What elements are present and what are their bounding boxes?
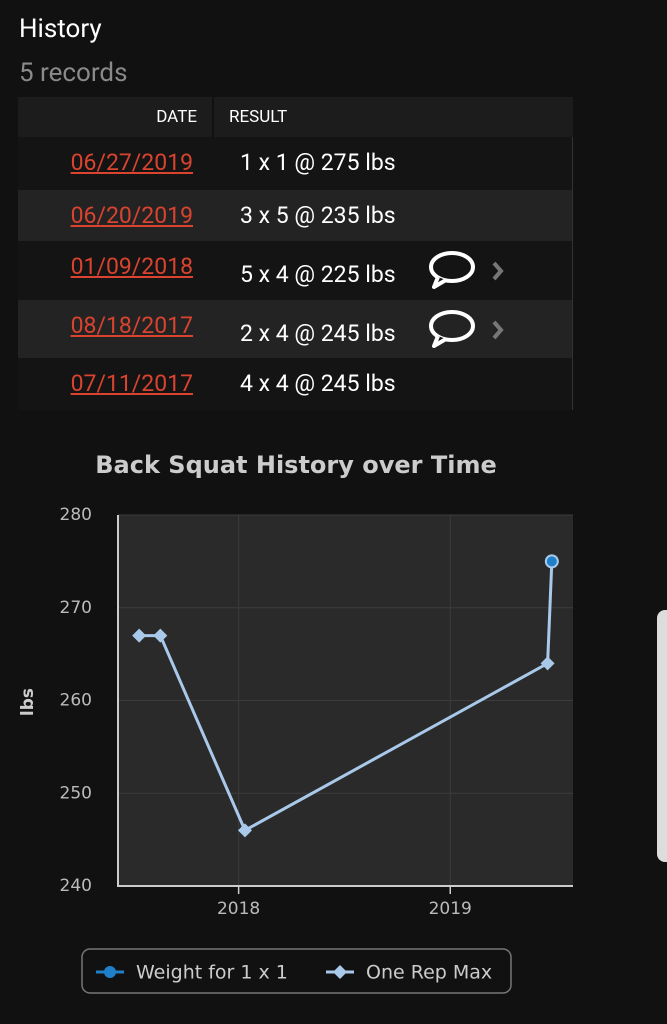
data-point xyxy=(540,656,555,671)
comment-glyph xyxy=(429,251,504,289)
page-title: History xyxy=(19,14,102,44)
date-link[interactable]: 01/09/2018 xyxy=(70,253,193,280)
result: 3 x 5 @ 235 lbs xyxy=(240,202,396,229)
chart: Back Squat History over Time lbs 240 250 2… xyxy=(18,451,573,994)
data-point xyxy=(132,628,147,643)
history-table: DATE RESULT 06/27/2019 1 x 1 @ 275 lbs 06/20… xyxy=(18,97,573,410)
result: 2 x 4 @ 245 lbs xyxy=(240,320,396,347)
header-cell: DATE xyxy=(156,107,197,127)
legend-label: One Rep Max xyxy=(366,962,492,984)
y-tick-label: 270 xyxy=(60,598,92,618)
y-tick-label: 240 xyxy=(60,876,92,896)
table-edge xyxy=(572,137,573,410)
comment-icon[interactable] xyxy=(428,308,518,354)
table-header: DATE RESULT xyxy=(18,97,573,137)
chart-title: Back Squat History over Time xyxy=(95,451,496,479)
y-axis-label: lbs xyxy=(18,688,38,716)
y-tick-label: 280 xyxy=(60,505,92,525)
table-row: 01/09/2018 5 x 4 @ 225 lbs xyxy=(18,241,573,300)
date-link[interactable]: 06/20/2019 xyxy=(70,202,193,229)
data-point xyxy=(153,628,168,643)
legend-marker xyxy=(104,966,116,978)
comment-icon[interactable] xyxy=(428,249,518,295)
scrollbar xyxy=(657,610,667,862)
result: 1 x 1 @ 275 lbs xyxy=(240,149,396,176)
table-row: 07/11/2017 4 x 4 @ 245 lbs xyxy=(18,358,573,410)
x-tick-label: 2019 xyxy=(429,899,472,919)
header-divider xyxy=(212,97,214,137)
legend-box xyxy=(81,948,512,994)
table-row: 06/27/2019 1 x 1 @ 275 lbs xyxy=(18,137,573,190)
header-cell: RESULT xyxy=(229,107,288,127)
record-count: 5 records xyxy=(19,58,128,88)
y-tick-label: 260 xyxy=(60,691,92,711)
y-tick-label: 250 xyxy=(60,783,92,803)
data-point xyxy=(237,823,252,838)
date-link[interactable]: 06/27/2019 xyxy=(70,149,193,176)
comment-glyph xyxy=(429,310,504,348)
result: 4 x 4 @ 245 lbs xyxy=(240,370,396,397)
x-tick-label: 2018 xyxy=(217,899,260,919)
legend-marker xyxy=(333,965,347,979)
legend-label: Weight for 1 x 1 xyxy=(136,962,288,984)
result: 5 x 4 @ 225 lbs xyxy=(240,261,396,288)
data-point xyxy=(544,554,559,569)
table-row: 06/20/2019 3 x 5 @ 235 lbs xyxy=(18,190,573,241)
table-row: 08/18/2017 2 x 4 @ 245 lbs xyxy=(18,300,573,358)
date-link[interactable]: 07/11/2017 xyxy=(70,370,193,397)
axis xyxy=(117,515,573,887)
date-link[interactable]: 08/18/2017 xyxy=(70,312,193,339)
